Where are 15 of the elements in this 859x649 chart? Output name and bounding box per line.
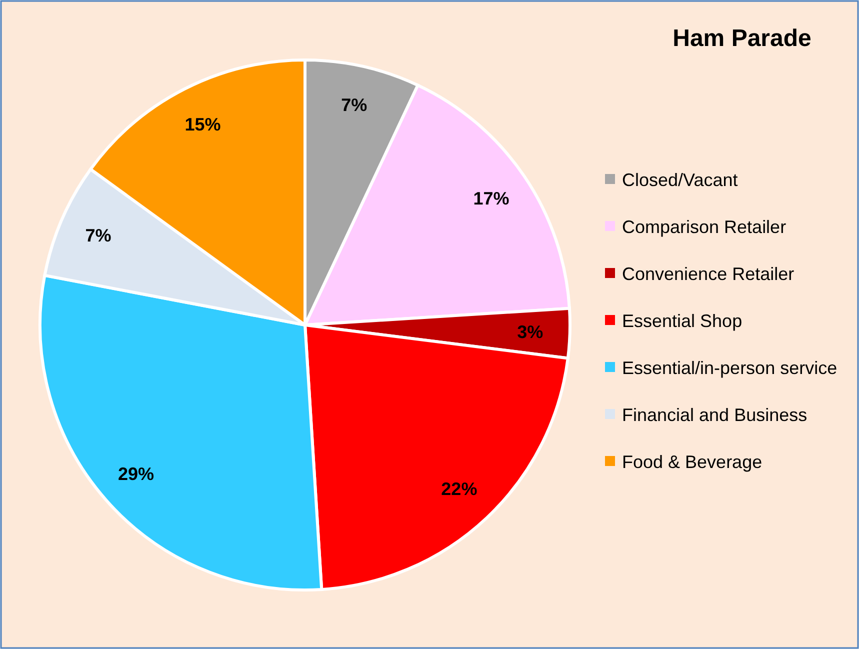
data-label: 7% [85, 226, 112, 246]
data-label: 22% [441, 479, 478, 500]
chart-title: Ham Parade [672, 25, 812, 52]
data-label: 17% [473, 188, 510, 208]
data-label: 3% [517, 322, 544, 342]
data-label: 29% [118, 464, 154, 484]
legend-label: Essential Shop [622, 311, 742, 331]
data-label: 15% [184, 114, 221, 134]
legend-label: Closed/Vacant [622, 170, 738, 190]
legend-label: Food & Beverage [622, 452, 762, 472]
legend-label: Essential/in-person service [622, 358, 838, 378]
legend-label: Convenience Retailer [622, 264, 794, 284]
legend-label: Comparison Retailer [622, 217, 786, 237]
legend-label: Financial and Business [622, 405, 808, 425]
data-label: 7% [341, 95, 368, 116]
